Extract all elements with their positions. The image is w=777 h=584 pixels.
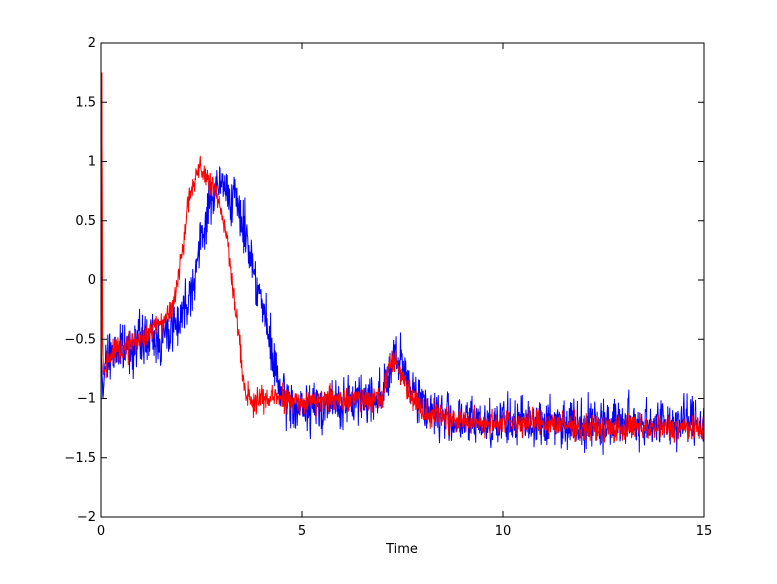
tick-layer: 0 5 10 15 −2 −1.5 −1 −0.5 0 0.5 1 1.5 2 — [64, 36, 712, 539]
y-tick-label: −2 — [77, 510, 96, 525]
x-tick-label: 5 — [298, 524, 306, 539]
y-tick-label: −1.5 — [64, 451, 96, 466]
x-tick-label: 15 — [696, 524, 713, 539]
y-tick-label: 0 — [88, 273, 96, 288]
y-tick-label: 1 — [88, 155, 96, 170]
y-tick-label: 1.5 — [75, 95, 96, 110]
series-line-2 — [100, 72, 705, 482]
y-tick-label: −0.5 — [64, 332, 96, 347]
x-tick-label: 0 — [97, 524, 105, 539]
y-tick-label: 0.5 — [75, 214, 96, 229]
x-tick-label: 10 — [495, 524, 512, 539]
x-axis-label: Time — [385, 542, 418, 557]
y-tick-label: 2 — [88, 36, 96, 51]
y-tick-label: −1 — [77, 392, 96, 407]
plot-area: 0 5 10 15 −2 −1.5 −1 −0.5 0 0.5 1 1.5 2 — [64, 36, 712, 539]
